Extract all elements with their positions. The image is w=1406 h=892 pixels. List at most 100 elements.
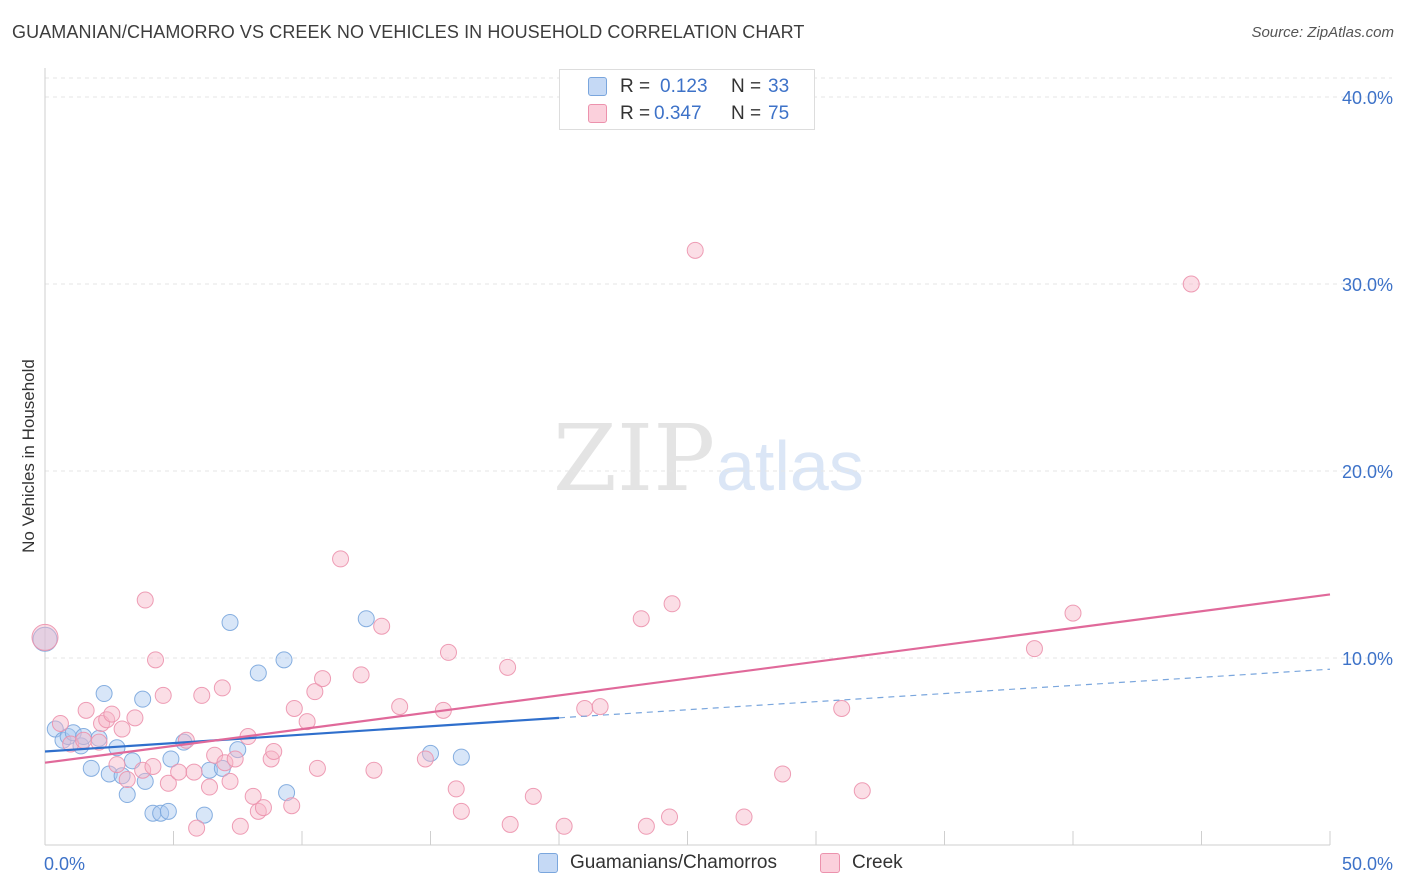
point-creek: [391, 698, 409, 716]
legend-n-label: N =: [731, 76, 762, 97]
point-guamanian: [95, 685, 113, 703]
point-creek: [1025, 640, 1043, 658]
point-guamanian: [134, 690, 152, 708]
trend-line-guamanian-extension: [558, 668, 1331, 719]
point-creek: [285, 699, 303, 717]
legend-swatch-blue: [588, 77, 607, 96]
point-guamanian: [452, 748, 470, 766]
point-guamanian: [136, 772, 154, 790]
point-creek: [113, 720, 131, 738]
point-creek: [283, 797, 301, 815]
y-tick-label: 10.0%: [1342, 649, 1393, 669]
point-creek: [90, 733, 108, 751]
point-guamanian: [159, 802, 177, 820]
point-guamanian: [275, 651, 293, 669]
legend-r-label: R =: [620, 76, 651, 97]
legend-swatch-pink: [588, 104, 607, 123]
trend-line-guamanian: [44, 716, 560, 753]
point-creek: [154, 686, 172, 704]
point-creek: [524, 787, 542, 805]
legend-r-label: R =: [620, 103, 651, 124]
point-creek: [216, 754, 234, 772]
point-creek: [555, 817, 573, 835]
bottom-legend-swatch-blue: [538, 853, 558, 873]
point-creek: [447, 780, 465, 798]
point-creek: [452, 802, 470, 820]
point-creek: [147, 651, 165, 669]
legend-r-value: 0.123: [660, 76, 708, 97]
point-creek: [499, 658, 517, 676]
point-creek: [1182, 275, 1200, 293]
x-tick-label: 0.0%: [44, 854, 85, 874]
watermark: ZIP atlas: [553, 405, 864, 512]
point-creek: [231, 817, 249, 835]
point-guamanian: [118, 786, 136, 804]
point-creek: [136, 591, 154, 609]
point-creek: [51, 714, 69, 732]
point-creek: [298, 713, 316, 731]
point-creek: [170, 763, 188, 781]
point-creek: [226, 750, 244, 768]
point-creek: [200, 778, 218, 796]
point-creek: [193, 686, 211, 704]
point-creek: [501, 815, 519, 833]
point-creek: [735, 808, 753, 826]
point-creek: [213, 679, 231, 697]
bottom-legend-label: Creek: [852, 852, 903, 873]
trend-lines: [44, 593, 1331, 764]
point-creek: [159, 774, 177, 792]
point-creek: [62, 735, 80, 753]
point-creek: [244, 787, 262, 805]
point-creek: [853, 782, 871, 800]
point-creek: [75, 731, 93, 749]
point-creek: [637, 817, 655, 835]
point-guamanian: [278, 784, 296, 802]
legend-n-value: 75: [768, 103, 790, 124]
point-creek: [661, 808, 679, 826]
point-creek: [126, 709, 144, 727]
point-creek: [365, 761, 383, 779]
data-points: [31, 241, 1200, 837]
trend-line-creek: [44, 593, 1331, 764]
watermark-zip: ZIP: [553, 405, 715, 512]
chart-title: GUAMANIAN/CHAMORRO VS CREEK NO VEHICLES …: [12, 22, 805, 42]
legend-n-value: 33: [768, 76, 790, 97]
legend-n-label: N =: [731, 103, 762, 124]
point-creek: [833, 699, 851, 717]
watermark-atlas: atlas: [716, 427, 864, 505]
point-creek: [576, 699, 594, 717]
point-guamanian: [162, 750, 180, 768]
point-creek: [439, 643, 457, 661]
point-creek: [332, 550, 350, 568]
chart-source: Source: ZipAtlas.com: [1251, 24, 1394, 41]
y-tick-label: 20.0%: [1342, 462, 1393, 482]
point-creek: [185, 763, 203, 781]
axes: [44, 68, 1331, 846]
point-creek: [591, 698, 609, 716]
x-tick-label: 50.0%: [1342, 854, 1393, 874]
point-guamanian: [221, 613, 239, 631]
point-creek: [632, 610, 650, 628]
bottom-legend-swatch-pink: [820, 853, 840, 873]
point-guamanian: [82, 759, 100, 777]
point-creek: [416, 750, 434, 768]
point-creek: [221, 772, 239, 790]
point-creek: [108, 756, 126, 774]
correlation-legend: R = 0.123 N = 33 R = 0.347 N = 75: [559, 69, 815, 130]
point-creek: [308, 759, 326, 777]
point-creek: [774, 765, 792, 783]
point-guamanian: [357, 610, 375, 628]
axis-labels: No Vehicles in Household 10.0% 20.0% 30.0%…: [19, 88, 1393, 874]
point-creek: [118, 771, 136, 789]
point-guamanian: [32, 626, 58, 652]
legend-r-value: 0.347: [654, 103, 702, 124]
point-creek: [1064, 604, 1082, 622]
point-guamanian: [249, 664, 267, 682]
point-creek: [265, 743, 283, 760]
point-creek: [663, 595, 681, 613]
point-creek: [254, 799, 272, 817]
point-creek: [144, 757, 162, 775]
point-creek: [373, 617, 391, 635]
grid-lines: [45, 77, 1392, 659]
y-axis-label: No Vehicles in Household: [19, 359, 38, 553]
